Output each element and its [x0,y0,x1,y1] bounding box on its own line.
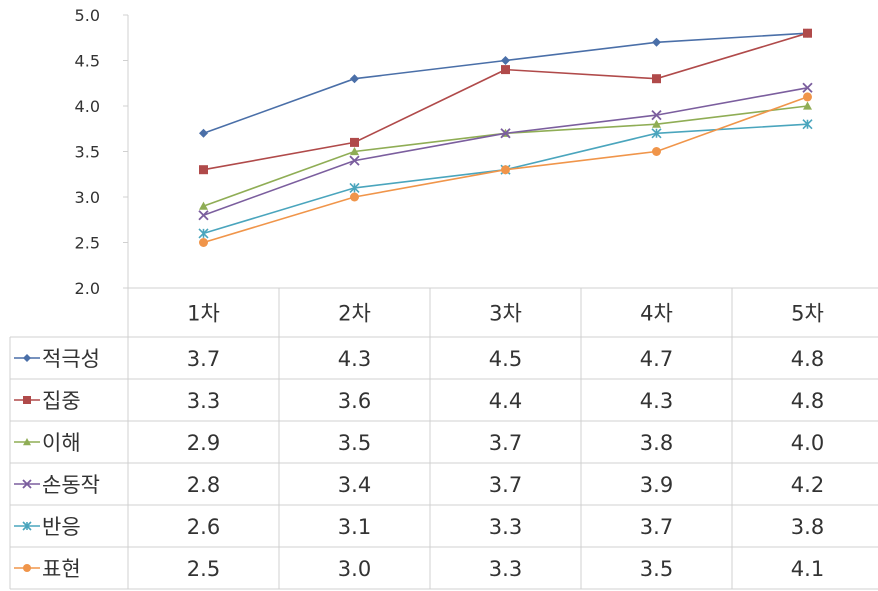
series-line-2 [203,32,808,171]
series-line-3 [203,105,808,207]
series-name: 적극성 [42,347,100,371]
series-line-4 [203,87,808,216]
data-value-label: 3.7 [489,473,522,497]
data-value-label: 4.8 [791,347,824,371]
category-label: 1차 [187,302,220,326]
series-line-5 [203,123,808,235]
data-value-label: 3.7 [187,347,220,371]
category-label: 4차 [640,302,673,326]
legend-key-marker [23,438,31,446]
data-point [349,155,360,166]
data-point [199,128,208,138]
legend-key-marker [22,521,32,531]
legend-key-marker [23,396,31,404]
y-tick-label: 2.5 [75,234,100,253]
data-point [652,37,661,47]
data-point [199,238,208,247]
data-point [501,56,510,65]
data-value-label: 3.5 [338,431,371,455]
y-tick-label: 2.0 [75,279,100,298]
data-point [350,74,359,84]
data-point [350,137,359,147]
data-value-label: 2.5 [187,557,220,581]
data-value-label: 4.4 [489,389,522,413]
y-tick-label: 4.0 [75,97,100,116]
series-name: 이해 [42,431,81,455]
legend-key-marker [22,479,32,489]
data-value-label: 4.3 [640,389,673,413]
data-point [198,210,209,221]
data-point [198,228,209,239]
category-label: 3차 [489,302,522,326]
data-value-label: 4.3 [338,347,371,371]
data-value-label: 3.7 [640,515,673,539]
data-value-label: 2.8 [187,473,220,497]
data-point [349,182,360,193]
data-point [501,165,510,175]
data-value-label: 4.2 [791,473,824,497]
data-point [803,92,812,102]
data-point [199,165,208,175]
data-value-label: 2.6 [187,515,220,539]
data-point [501,65,510,75]
data-point [802,82,813,93]
series-name: 반응 [42,515,81,539]
data-point [199,201,208,210]
data-point [651,128,662,139]
data-point [652,147,661,156]
data-point [652,119,661,128]
data-point [500,128,511,139]
data-value-label: 3.3 [489,557,522,581]
y-axis: 2.0 2.5 3.0 3.5 4.0 4.5 5.0 [75,6,128,298]
data-value-label: 3.9 [640,473,673,497]
data-value-label: 3.3 [489,515,522,539]
data-value-label: 3.3 [187,389,220,413]
y-tick-label: 3.0 [75,188,100,207]
y-tick-label: 5.0 [75,6,100,25]
plot-area [198,28,813,247]
data-value-label: 3.8 [791,515,824,539]
data-point [803,28,812,38]
data-value-label: 3.0 [338,557,371,581]
data-value-label: 4.1 [791,557,824,581]
series-name: 표현 [42,557,81,581]
category-label: 5차 [791,302,824,326]
data-point [350,192,359,202]
data-value-label: 4.8 [791,389,824,413]
data-value-label: 4.5 [489,347,522,371]
data-point [802,119,813,130]
y-tick-label: 4.5 [75,52,100,71]
data-point [652,74,661,84]
data-value-label: 3.6 [338,389,371,413]
data-value-label: 4.7 [640,347,673,371]
series-line-1 [203,32,808,135]
data-value-label: 4.0 [791,431,824,455]
data-value-label: 3.4 [338,473,371,497]
data-value-label: 2.9 [187,431,220,455]
legend-key-marker [23,564,31,572]
series-name: 손동작 [42,473,100,497]
data-point [803,101,812,110]
data-value-label: 3.7 [489,431,522,455]
series-name: 집중 [42,389,81,413]
data-point [651,109,662,121]
data-value-label: 3.8 [640,431,673,455]
legend-key-marker [23,354,31,362]
y-tick-label: 3.5 [75,143,100,162]
table-grid [9,15,878,590]
data-point [350,147,359,156]
data-value-label: 3.5 [640,557,673,581]
category-label: 2차 [338,302,371,326]
data-value-label: 3.1 [338,515,371,539]
